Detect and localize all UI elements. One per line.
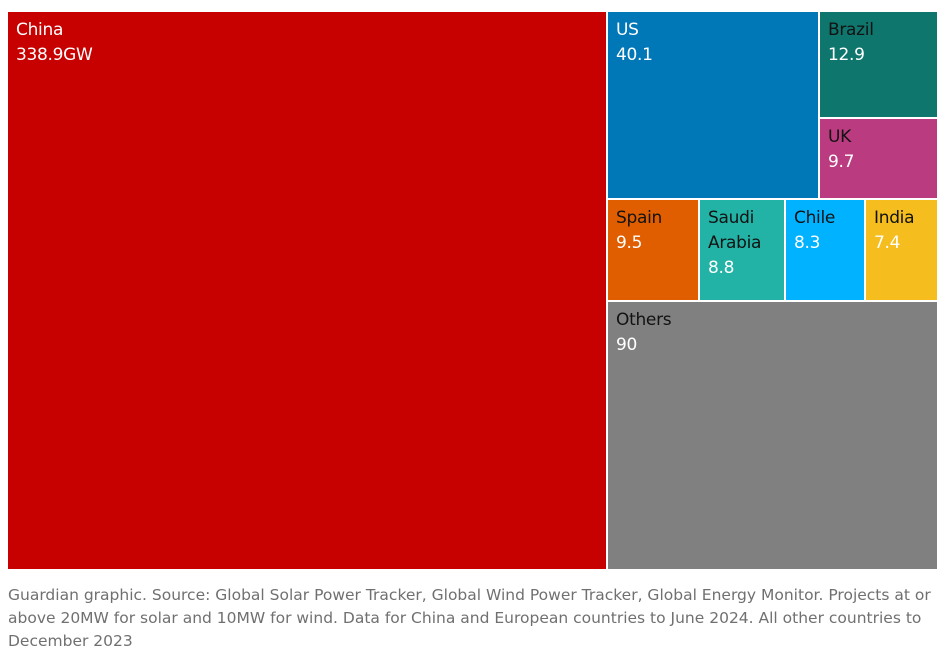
treemap-label-others: Others 90 bbox=[616, 308, 672, 358]
treemap-cell-china: China 338.9GW bbox=[8, 12, 608, 571]
treemap-cell-value: 8.3 bbox=[794, 233, 821, 253]
treemap-cell-chile: Chile 8.3 bbox=[786, 200, 866, 302]
treemap-label-brazil: Brazil 12.9 bbox=[828, 18, 874, 68]
treemap-cell-others: Others 90 bbox=[608, 302, 939, 571]
treemap-label-spain: Spain 9.5 bbox=[616, 206, 662, 256]
treemap-label-uk: UK 9.7 bbox=[828, 125, 854, 175]
treemap-cell-value: 9.5 bbox=[616, 233, 643, 253]
treemap-cell-value: 40.1 bbox=[616, 45, 653, 65]
treemap-cell-brazil: Brazil 12.9 bbox=[820, 12, 939, 119]
treemap-cell-name: China bbox=[16, 20, 64, 40]
treemap-cell-saudi-arabia: Saudi Arabia 8.8 bbox=[700, 200, 786, 302]
treemap-cell-name: Spain bbox=[616, 208, 662, 228]
treemap-cell-value: 338.9GW bbox=[16, 45, 93, 65]
treemap-cell-name: Chile bbox=[794, 208, 836, 228]
treemap-cell-name: Others bbox=[616, 310, 672, 330]
source-note: Guardian graphic. Source: Global Solar P… bbox=[8, 586, 931, 650]
treemap-cell-name: India bbox=[874, 208, 915, 228]
treemap-label-china: China 338.9GW bbox=[16, 18, 93, 68]
treemap-cell-india: India 7.4 bbox=[866, 200, 939, 302]
treemap-cell-name: Saudi Arabia bbox=[708, 208, 762, 253]
treemap-cell-name: UK bbox=[828, 127, 851, 147]
treemap-label-us: US 40.1 bbox=[616, 18, 653, 68]
treemap-cell-spain: Spain 9.5 bbox=[608, 200, 700, 302]
treemap-cell-value: 90 bbox=[616, 335, 638, 355]
treemap-cell-value: 12.9 bbox=[828, 45, 865, 65]
treemap-cell-name: US bbox=[616, 20, 639, 40]
treemap-cell-uk: UK 9.7 bbox=[820, 119, 939, 200]
treemap-cell-value: 9.7 bbox=[828, 152, 855, 172]
treemap-label-india: India 7.4 bbox=[874, 206, 915, 256]
treemap-chart: China 338.9GW US 40.1 Brazil 12.9 UK 9.7 Spain 9.… bbox=[8, 12, 939, 571]
treemap-cell-value: 8.8 bbox=[708, 258, 735, 278]
treemap-label-chile: Chile 8.3 bbox=[794, 206, 835, 256]
treemap-cell-name: Brazil bbox=[828, 20, 874, 40]
treemap-label-saudi-arabia: Saudi Arabia 8.8 bbox=[708, 206, 768, 281]
treemap-cell-us: US 40.1 bbox=[608, 12, 820, 200]
treemap-cell-value: 7.4 bbox=[874, 233, 901, 253]
